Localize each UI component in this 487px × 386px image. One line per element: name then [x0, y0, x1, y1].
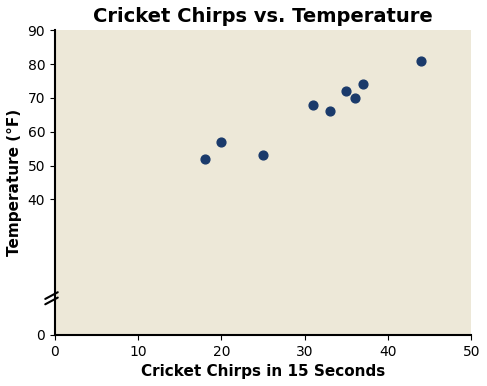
Y-axis label: Temperature (°F): Temperature (°F) [7, 109, 22, 256]
Point [417, 58, 425, 64]
Point [342, 88, 350, 94]
Point [309, 102, 317, 108]
Title: Cricket Chirps vs. Temperature: Cricket Chirps vs. Temperature [93, 7, 433, 26]
Point [218, 139, 225, 145]
Point [201, 156, 208, 162]
Point [351, 95, 358, 101]
Point [259, 152, 267, 159]
X-axis label: Cricket Chirps in 15 Seconds: Cricket Chirps in 15 Seconds [141, 364, 385, 379]
Point [326, 108, 334, 115]
Point [359, 81, 367, 88]
